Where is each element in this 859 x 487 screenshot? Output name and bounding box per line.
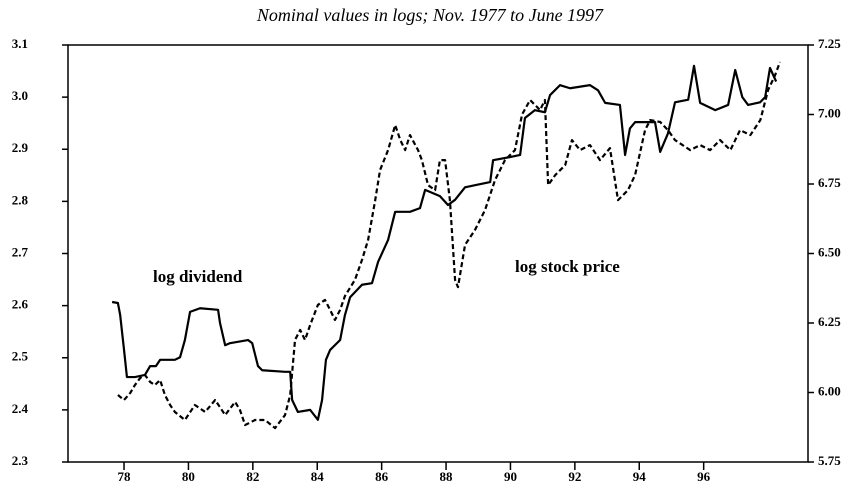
annotation: log dividend [153, 267, 243, 286]
x-tick-label: 92 [568, 469, 581, 484]
y-tick-label: 3.0 [12, 88, 28, 103]
y-tick-label: 2.6 [12, 297, 29, 312]
x-tick-label: 88 [440, 469, 454, 484]
series-line [117, 61, 782, 430]
x-tick-label: 78 [118, 469, 132, 484]
y2-tick-label: 6.75 [818, 175, 841, 190]
x-tick-label: 94 [633, 469, 647, 484]
y2-tick-label: 6.00 [818, 383, 841, 398]
y2-tick-label: 7.25 [818, 36, 841, 51]
x-tick-label: 96 [697, 469, 711, 484]
y2-tick-label: 6.50 [818, 244, 841, 259]
y-tick-label: 3.1 [12, 36, 28, 51]
y-tick-label: 2.4 [12, 401, 29, 416]
plot-frame [67, 44, 809, 463]
x-tick-label: 90 [504, 469, 517, 484]
x-tick-label: 86 [375, 469, 389, 484]
y-tick-label: 2.5 [12, 349, 29, 364]
x-tick-label: 84 [311, 469, 325, 484]
y2-tick-label: 5.75 [818, 453, 841, 468]
y-tick-label: 2.7 [12, 244, 29, 259]
y-tick-label: 2.9 [12, 140, 29, 155]
y-tick-label: 2.3 [12, 453, 29, 468]
chart-title: Nominal values in logs; Nov. 1977 to Jun… [256, 5, 604, 25]
series-line [111, 64, 778, 421]
x-tick-label: 82 [246, 469, 259, 484]
y2-tick-label: 6.25 [818, 314, 841, 329]
y2-tick-label: 7.00 [818, 105, 841, 120]
y-tick-label: 2.8 [12, 192, 29, 207]
annotation: log stock price [515, 257, 620, 276]
x-tick-label: 80 [182, 469, 195, 484]
